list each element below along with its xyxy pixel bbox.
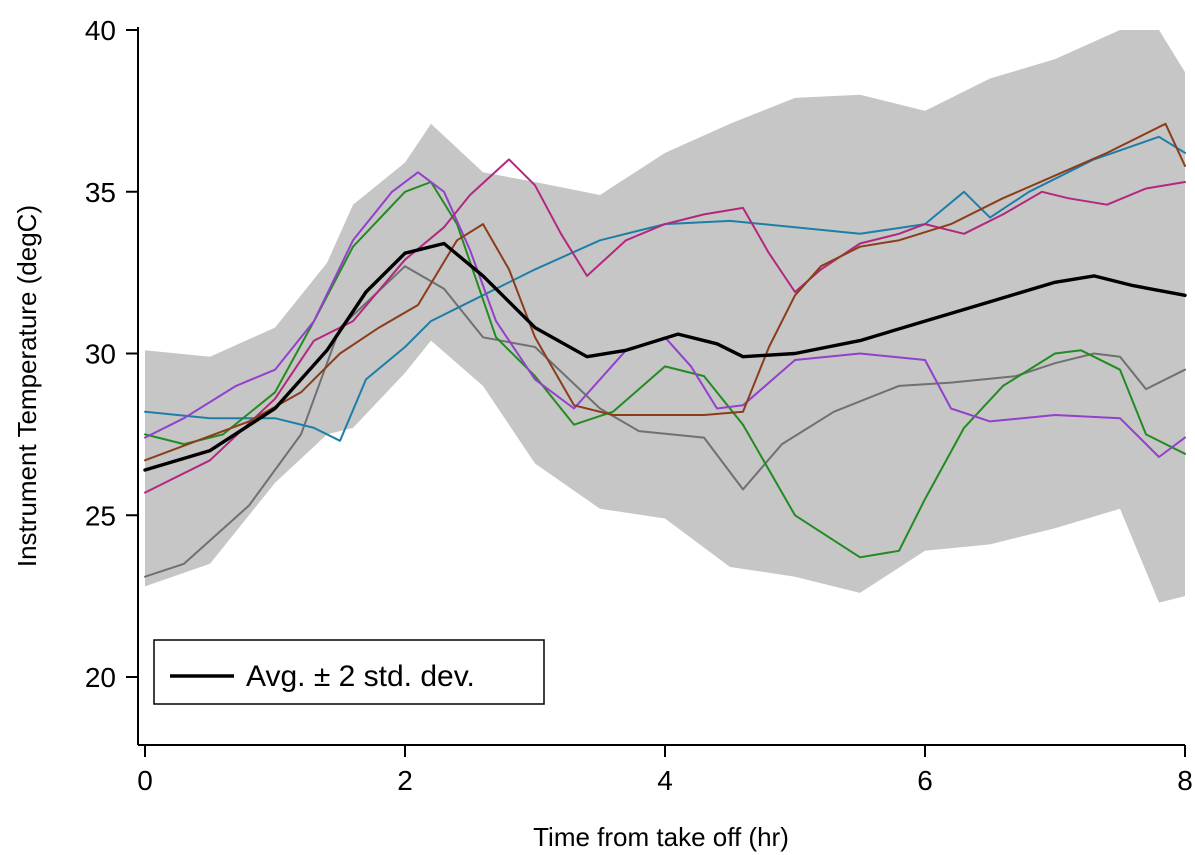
series-layer bbox=[143, 122, 1187, 578]
x-tick-label-4: 4 bbox=[657, 765, 673, 796]
std-dev-band-layer bbox=[145, 30, 1185, 603]
series-line-5 bbox=[144, 158, 1186, 494]
x-tick-label-8: 8 bbox=[1177, 765, 1193, 796]
x-tick-label-6: 6 bbox=[917, 765, 933, 796]
series-line-2 bbox=[144, 135, 1186, 442]
series-line-1 bbox=[144, 265, 1186, 578]
y-tick-label-20: 20 bbox=[85, 662, 116, 693]
series-line-average bbox=[143, 241, 1187, 472]
legend-label-avg: Avg. ± 2 std. dev. bbox=[246, 660, 475, 693]
axes bbox=[137, 27, 1185, 746]
x-tick-label-2: 2 bbox=[397, 765, 413, 796]
x-axis-label: Time from take off (hr) bbox=[533, 822, 789, 852]
y-axis-label: Instrument Temperature (degC) bbox=[12, 205, 42, 567]
y-tick-label-25: 25 bbox=[85, 500, 116, 531]
y-tick-label-30: 30 bbox=[85, 339, 116, 370]
y-ticks: 20 25 30 35 40 bbox=[85, 15, 138, 693]
y-tick-label-35: 35 bbox=[85, 177, 116, 208]
legend-box bbox=[153, 639, 545, 705]
x-tick-label-0: 0 bbox=[137, 765, 153, 796]
series-line-6 bbox=[144, 122, 1186, 462]
x-ticks: 0 2 4 6 8 bbox=[137, 745, 1193, 796]
y-tick-label-40: 40 bbox=[85, 15, 116, 46]
legend: Avg. ± 2 std. dev. bbox=[153, 639, 545, 705]
std-dev-band bbox=[145, 30, 1185, 603]
